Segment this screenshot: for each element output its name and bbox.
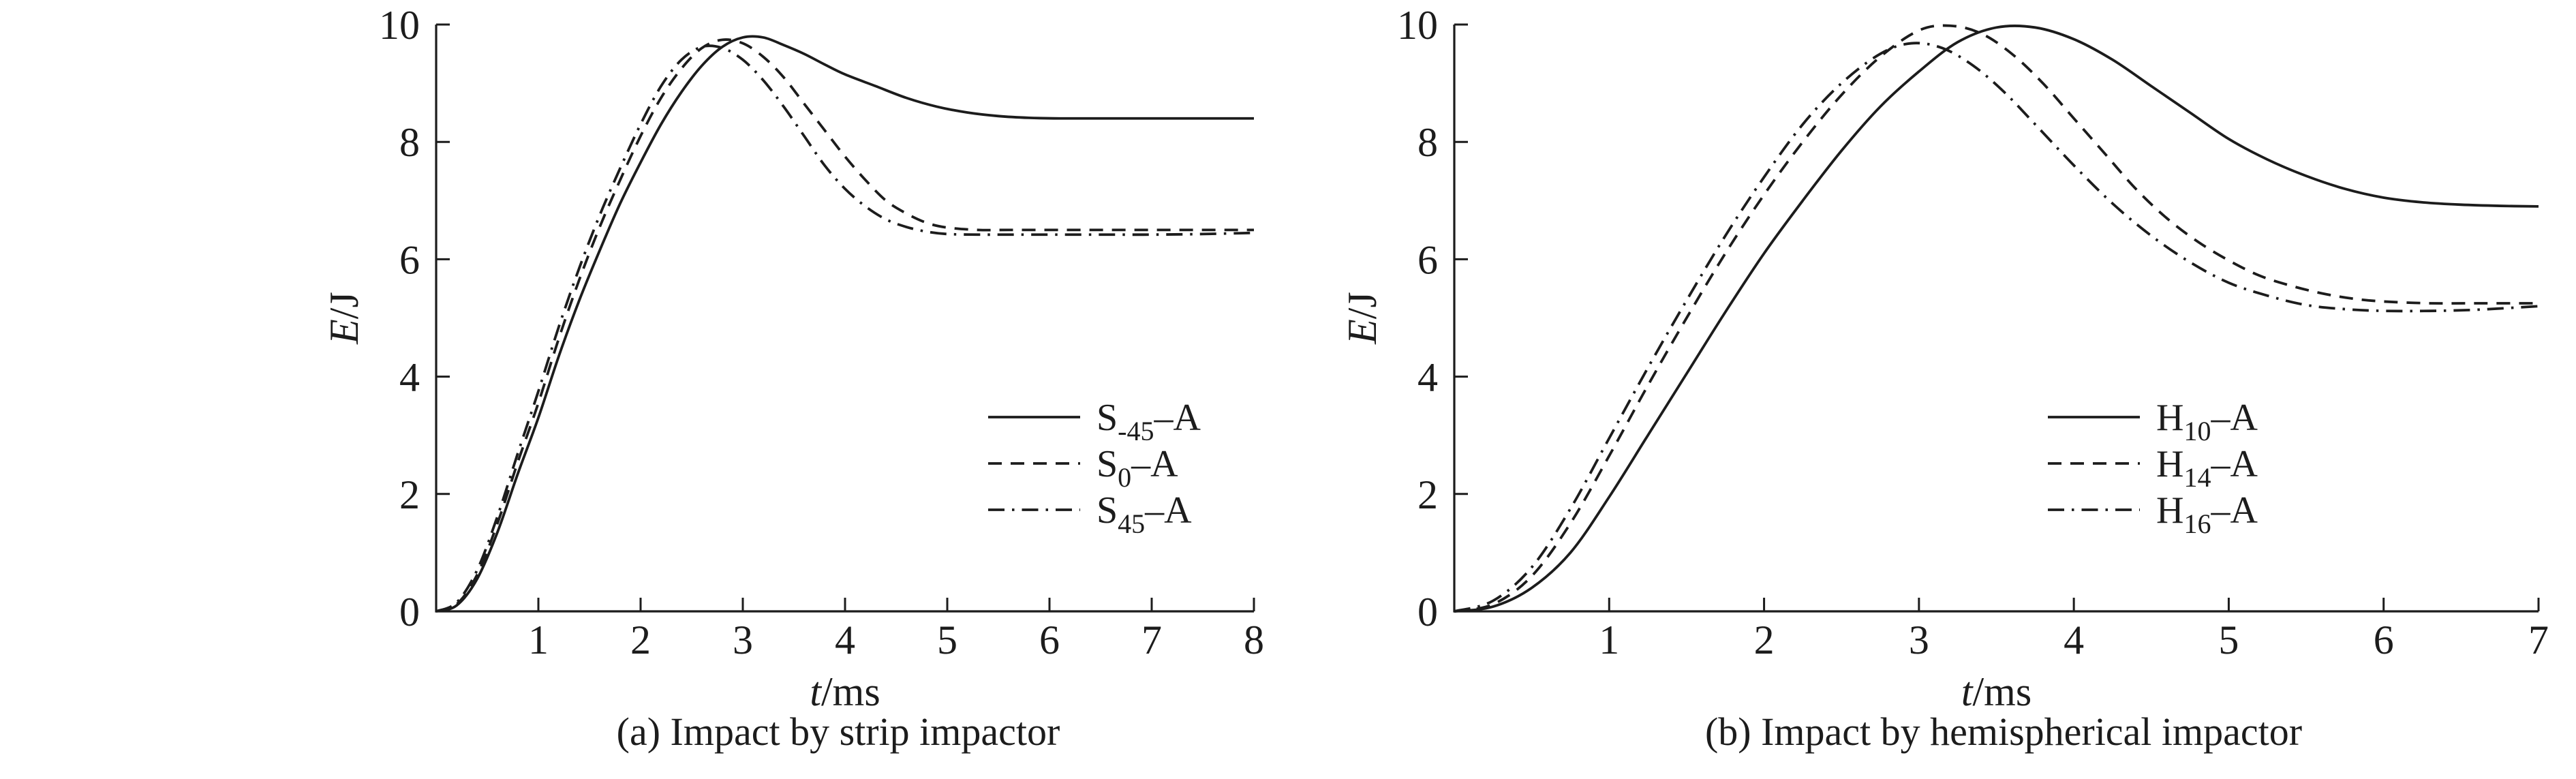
x-tick-label: 6 <box>2374 617 2394 662</box>
y-tick-label: 8 <box>1417 120 1438 165</box>
legend-label: H10–A <box>2156 397 2258 446</box>
x-axis-label: t/ms <box>810 669 880 714</box>
x-tick-label: 2 <box>630 617 651 662</box>
y-tick-label: 0 <box>399 590 420 635</box>
x-tick-label: 5 <box>2218 617 2239 662</box>
y-tick-label: 10 <box>1397 3 1438 48</box>
y-axis-label: E/J <box>1340 292 1385 345</box>
x-tick-label: 7 <box>1141 617 1162 662</box>
y-tick-label: 4 <box>1417 355 1438 400</box>
y-tick-label: 2 <box>1417 472 1438 517</box>
caption-b: (b) Impact by hemispherical impactor <box>1704 709 2303 754</box>
series-curve-S45 <box>435 44 1255 613</box>
x-tick-label: 8 <box>1244 617 1264 662</box>
x-axis-label: t/ms <box>1961 669 2031 714</box>
caption-a: (a) Impact by strip impactor <box>616 709 1060 754</box>
y-tick-label: 4 <box>399 355 420 400</box>
x-tick-label: 6 <box>1039 617 1060 662</box>
legend-label: H14–A <box>2156 443 2258 493</box>
x-tick-label: 2 <box>1754 617 1775 662</box>
x-tick-label: 4 <box>2064 617 2084 662</box>
y-tick-label: 2 <box>399 472 420 517</box>
axes <box>1453 25 2539 613</box>
y-axis-label: E/J <box>322 292 367 345</box>
series-curve-H16 <box>1454 42 2539 613</box>
x-tick-label: 1 <box>528 617 549 662</box>
series-curve-S-45 <box>435 35 1254 613</box>
y-tick-label: 8 <box>399 120 420 165</box>
y-tick-label: 6 <box>399 237 420 282</box>
y-tick-label: 10 <box>379 3 420 48</box>
legend-label: S0–A <box>1097 443 1178 493</box>
x-tick-label: 5 <box>937 617 957 662</box>
x-tick-label: 1 <box>1599 617 1619 662</box>
legend-label: S45–A <box>1097 489 1192 539</box>
series-curve-H14 <box>1454 24 2539 613</box>
y-tick-label: 0 <box>1417 590 1438 635</box>
y-tick-label: 6 <box>1417 237 1438 282</box>
legend-label: S-45–A <box>1097 397 1201 446</box>
series-curve-S0 <box>435 38 1254 613</box>
x-tick-label: 3 <box>1909 617 1929 662</box>
x-tick-label: 3 <box>733 617 753 662</box>
x-tick-label: 7 <box>2528 617 2549 662</box>
legend-label: H16–A <box>2156 489 2258 539</box>
x-tick-label: 4 <box>835 617 855 662</box>
series-curve-H10 <box>1454 24 2539 613</box>
